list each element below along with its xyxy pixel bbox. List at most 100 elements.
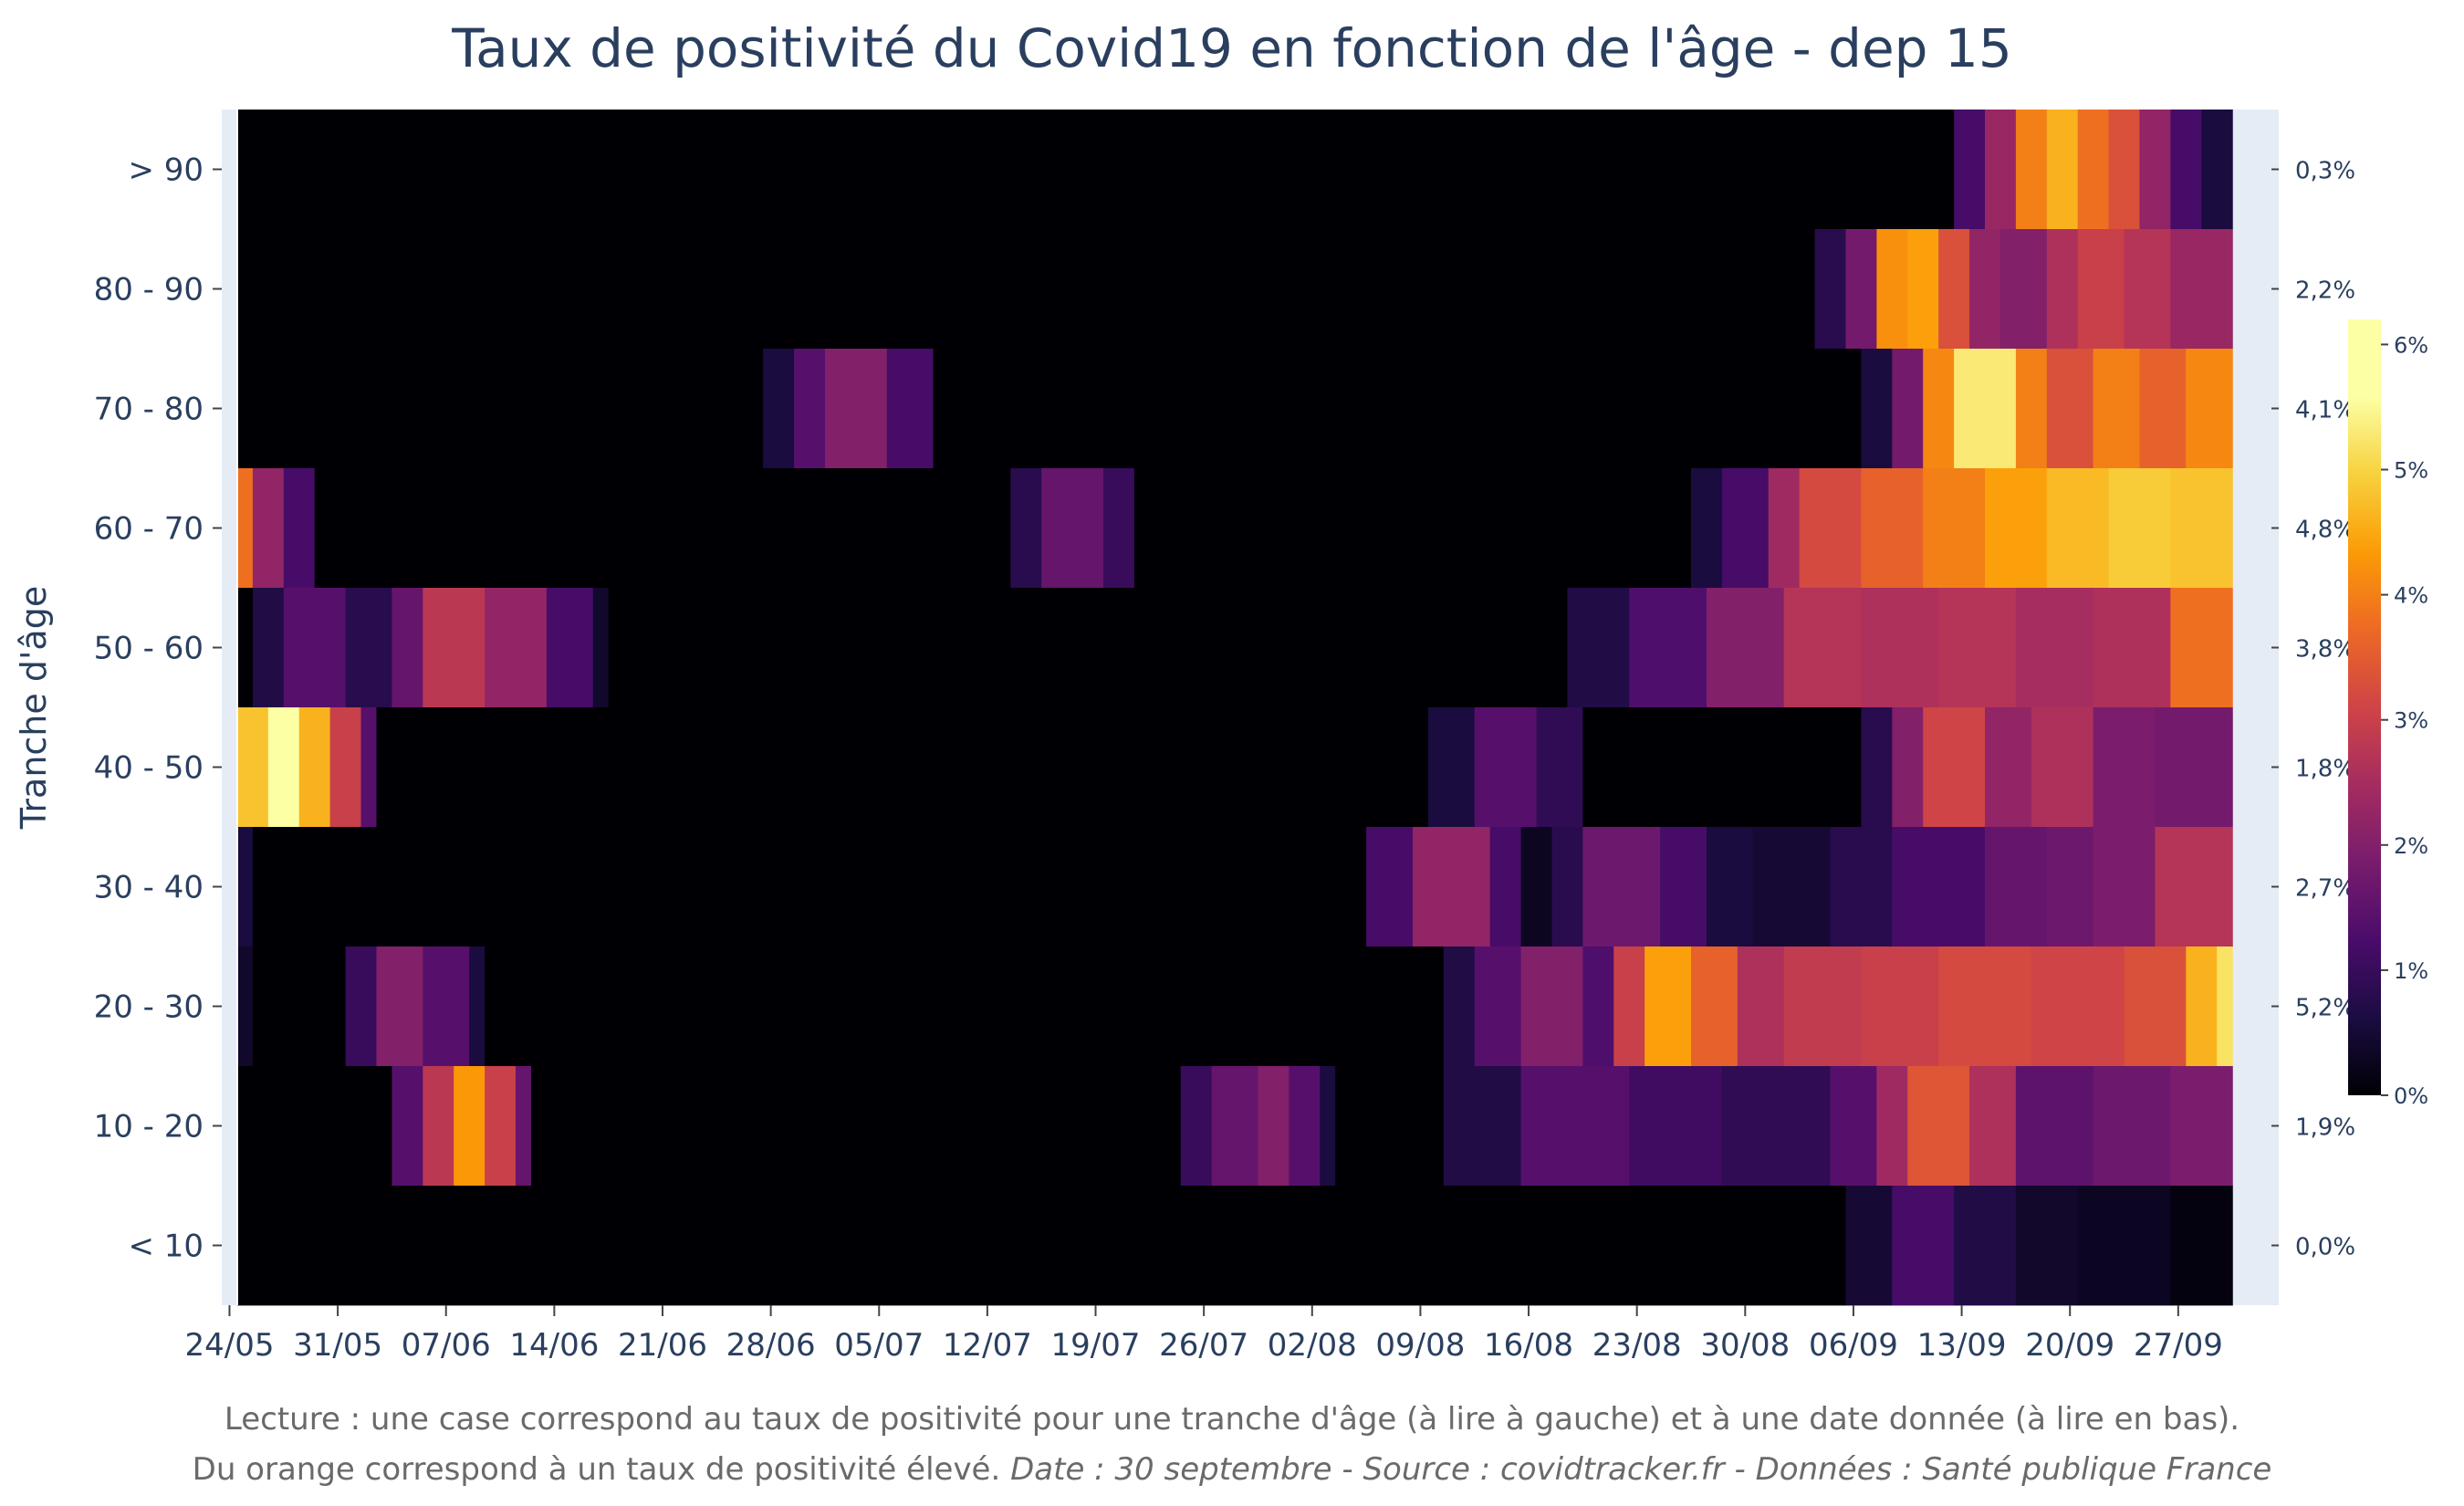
- heatmap-cell: [1582, 707, 1863, 828]
- heatmap-cell: [485, 946, 1445, 1067]
- heatmap-cell: [236, 827, 254, 947]
- heatmap-cell: [1644, 946, 1692, 1067]
- heatmap-cell: [2170, 1186, 2233, 1306]
- x-tick-label: 16/08: [1484, 1327, 1573, 1364]
- heatmap-cell: [376, 946, 423, 1067]
- heatmap-cell: [1721, 468, 1770, 589]
- heatmap-cell: [1907, 229, 1939, 350]
- heatmap-cell: [794, 349, 826, 469]
- heatmap-cell: [1892, 827, 1986, 947]
- heatmap-cell: [392, 588, 423, 708]
- heatmap-cells: [236, 110, 2233, 1306]
- footnote-line-1: Lecture : une case correspond au taux de…: [224, 1401, 2240, 1438]
- colorbar-tick-label: 3%: [2394, 708, 2428, 734]
- heatmap-cell: [360, 707, 378, 828]
- heatmap-cell: [252, 946, 347, 1067]
- heatmap-cell: [454, 1066, 485, 1187]
- heatmap-cell: [2077, 1186, 2171, 1306]
- heatmap-cell: [1629, 588, 1707, 708]
- heatmap-cell: [1489, 827, 1522, 947]
- heatmap-cell: [236, 1186, 1847, 1306]
- y-tick-label: 10 - 20: [94, 1109, 204, 1145]
- footnote-line-2: Du orange correspond à un taux de positi…: [0, 1451, 2464, 1488]
- heatmap-cell: [469, 946, 485, 1067]
- heatmap-cell: [546, 588, 594, 708]
- heatmap-cell: [392, 1066, 423, 1187]
- heatmap-cell: [283, 588, 347, 708]
- heatmap-cell: [2015, 349, 2048, 469]
- right-value-label: 4,1%: [2295, 397, 2355, 424]
- x-tick-label: 02/08: [1268, 1327, 1357, 1364]
- heatmap-cell: [2108, 468, 2171, 589]
- heatmap-cell: [1954, 1186, 2017, 1306]
- right-value-label: 4,8%: [2295, 517, 2355, 544]
- heatmap-cell: [283, 468, 316, 589]
- heatmap-cell: [267, 707, 300, 828]
- x-tick-label: 20/09: [2025, 1327, 2114, 1364]
- right-value-label: 2,2%: [2295, 277, 2355, 305]
- heatmap-cell: [2186, 349, 2233, 469]
- heatmap-cell: [1783, 588, 1863, 708]
- heatmap-cell: [1892, 1186, 1955, 1306]
- y-tick-label: < 10: [128, 1229, 204, 1265]
- heatmap-cell: [345, 588, 393, 708]
- heatmap-cell: [2093, 707, 2156, 828]
- heatmap-cell: [1133, 468, 1692, 589]
- x-tick-label: 09/08: [1375, 1327, 1465, 1364]
- heatmap-cell: [1938, 588, 2017, 708]
- heatmap-cell: [298, 707, 331, 828]
- heatmap-cell: [1427, 707, 1476, 828]
- heatmap-cell: [236, 946, 254, 1067]
- right-value-label: 2,7%: [2295, 875, 2355, 903]
- heatmap-cell: [516, 1066, 532, 1187]
- heatmap-cell: [1938, 946, 2032, 1067]
- heatmap-cell: [2015, 110, 2048, 230]
- heatmap-cell: [1320, 1066, 1336, 1187]
- heatmap-cell: [1999, 229, 2048, 350]
- heatmap-cell: [2170, 110, 2202, 230]
- heatmap-cell: [933, 349, 1863, 469]
- heatmap-cell: [2217, 946, 2233, 1067]
- heatmap-cell: [236, 110, 1955, 230]
- heatmap-cell: [1041, 468, 1104, 589]
- heatmap-cell: [2170, 468, 2233, 589]
- heatmap-cell: [1985, 110, 2017, 230]
- heatmap-cell: [236, 349, 764, 469]
- heatmap-cell: [1474, 946, 1522, 1067]
- right-value-label: 0,3%: [2295, 158, 2355, 185]
- colorbar-ticks: 0% 1% 2% 3% 4% 5% 6%: [2381, 332, 2428, 1109]
- heatmap-cell: [2170, 1066, 2233, 1187]
- x-tick-label: 05/07: [834, 1327, 924, 1364]
- heatmap-cell: [1443, 946, 1476, 1067]
- heatmap-cell: [1861, 349, 1893, 469]
- x-tick-label: 14/06: [509, 1327, 599, 1364]
- heatmap-cell: [1830, 1066, 1877, 1187]
- colorbar: 0% 1% 2% 3% 4% 5% 6%: [2348, 319, 2428, 1109]
- heatmap-cell: [1892, 707, 1924, 828]
- heatmap-cell: [1969, 229, 2001, 350]
- heatmap-cell: [1474, 707, 1538, 828]
- heatmap-cell: [236, 229, 1816, 350]
- heatmap-cell: [1289, 1066, 1321, 1187]
- heatmap-cell: [1520, 946, 1583, 1067]
- heatmap-cell: [530, 1066, 1182, 1187]
- heatmap-cell: [2093, 1066, 2171, 1187]
- heatmap-cell: [1861, 468, 1924, 589]
- heatmap-cell: [2155, 707, 2233, 828]
- heatmap-cell: [886, 349, 934, 469]
- heatmap-cell: [252, 468, 285, 589]
- y-tick-label: 50 - 60: [94, 631, 204, 667]
- heatmap-cell: [608, 588, 1569, 708]
- heatmap-cell: [345, 946, 378, 1067]
- heatmap-cell: [423, 946, 470, 1067]
- heatmap-cell: [1938, 229, 1970, 350]
- heatmap-cell: [1985, 707, 2032, 828]
- heatmap-cell: [1861, 946, 1939, 1067]
- heatmap-cell: [423, 1066, 454, 1187]
- heatmap-cell: [1443, 1066, 1522, 1187]
- heatmap-cell: [1691, 468, 1723, 589]
- x-tick-label: 23/08: [1592, 1327, 1682, 1364]
- heatmap-cell: [1752, 827, 1832, 947]
- heatmap-cell: [1582, 946, 1614, 1067]
- heatmap-cell: [1010, 468, 1042, 589]
